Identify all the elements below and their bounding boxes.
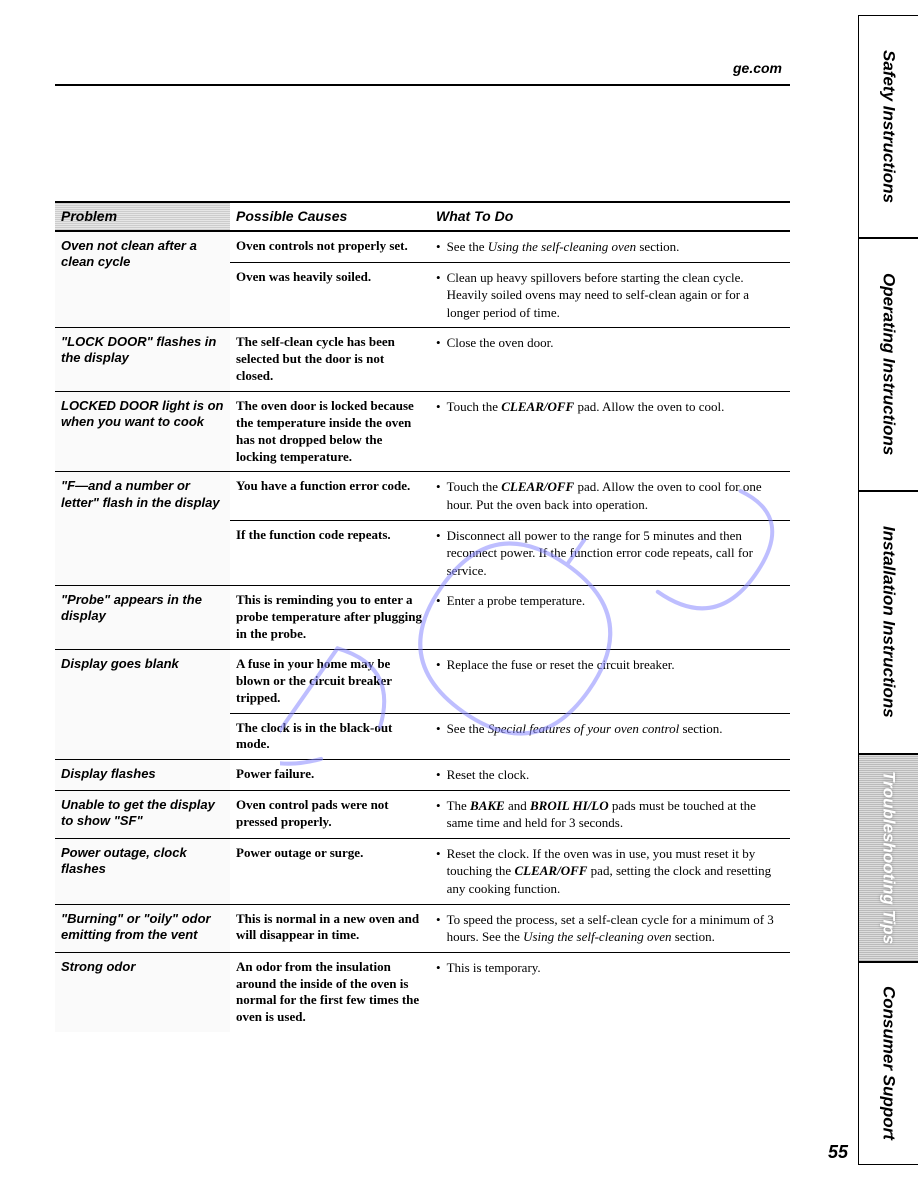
action-cell: See the Special features of your oven co…: [430, 713, 790, 760]
problem-cell: "Probe" appears in the display: [55, 586, 230, 650]
action-cell: Replace the fuse or reset the circuit br…: [430, 649, 790, 713]
cause-cell: The self-clean cycle has been selected b…: [230, 328, 430, 392]
side-tab[interactable]: Safety Instructions: [858, 15, 918, 238]
cause-cell: Power outage or surge.: [230, 838, 430, 904]
cause-cell: The oven door is locked because the temp…: [230, 391, 430, 472]
cause-cell: Oven controls not properly set.: [230, 231, 430, 262]
col-header-causes: Possible Causes: [230, 202, 430, 231]
cause-cell: Power failure.: [230, 760, 430, 791]
action-cell: Enter a probe temperature.: [430, 586, 790, 650]
problem-cell: "LOCK DOOR" flashes in the display: [55, 328, 230, 392]
action-cell: Close the oven door.: [430, 328, 790, 392]
problem-cell: "Burning" or "oily" odor emitting from t…: [55, 904, 230, 952]
page-number: 55: [828, 1142, 848, 1163]
problem-cell: Display flashes: [55, 760, 230, 791]
troubleshooting-table: Problem Possible Causes What To Do Oven …: [55, 201, 790, 1032]
site-header: ge.com: [55, 60, 790, 76]
side-tab[interactable]: Consumer Support: [858, 962, 918, 1165]
cause-cell: The clock is in the black-out mode.: [230, 713, 430, 760]
cause-cell: A fuse in your home may be blown or the …: [230, 649, 430, 713]
side-tab[interactable]: Troubleshooting Tips: [858, 754, 918, 962]
problem-cell: Power outage, clock flashes: [55, 838, 230, 904]
problem-cell: LOCKED DOOR light is on when you want to…: [55, 391, 230, 472]
cause-cell: This is normal in a new oven and will di…: [230, 904, 430, 952]
problem-cell: "F—and a number or letter" flash in the …: [55, 472, 230, 586]
side-tabs: Safety InstructionsOperating Instruction…: [858, 15, 918, 1165]
action-cell: Clean up heavy spillovers before startin…: [430, 262, 790, 328]
cause-cell: An odor from the insulation around the i…: [230, 952, 430, 1032]
action-cell: Touch the CLEAR/OFF pad. Allow the oven …: [430, 391, 790, 472]
action-cell: Reset the clock. If the oven was in use,…: [430, 838, 790, 904]
action-cell: Touch the CLEAR/OFF pad. Allow the oven …: [430, 472, 790, 520]
action-cell: The BAKE and BROIL HI/LO pads must be to…: [430, 790, 790, 838]
header-rule: [55, 84, 790, 86]
col-header-action: What To Do: [430, 202, 790, 231]
action-cell: To speed the process, set a self-clean c…: [430, 904, 790, 952]
side-tab[interactable]: Installation Instructions: [858, 491, 918, 754]
cause-cell: Oven control pads were not pressed prope…: [230, 790, 430, 838]
col-header-problem: Problem: [55, 202, 230, 231]
cause-cell: If the function code repeats.: [230, 520, 430, 586]
action-cell: See the Using the self-cleaning oven sec…: [430, 231, 790, 262]
cause-cell: You have a function error code.: [230, 472, 430, 520]
problem-cell: Strong odor: [55, 952, 230, 1032]
action-cell: This is temporary.: [430, 952, 790, 1032]
problem-cell: Oven not clean after a clean cycle: [55, 231, 230, 328]
problem-cell: Display goes blank: [55, 649, 230, 759]
side-tab[interactable]: Operating Instructions: [858, 238, 918, 491]
action-cell: Disconnect all power to the range for 5 …: [430, 520, 790, 586]
cause-cell: Oven was heavily soiled.: [230, 262, 430, 328]
cause-cell: This is reminding you to enter a probe t…: [230, 586, 430, 650]
problem-cell: Unable to get the display to show "SF": [55, 790, 230, 838]
action-cell: Reset the clock.: [430, 760, 790, 791]
